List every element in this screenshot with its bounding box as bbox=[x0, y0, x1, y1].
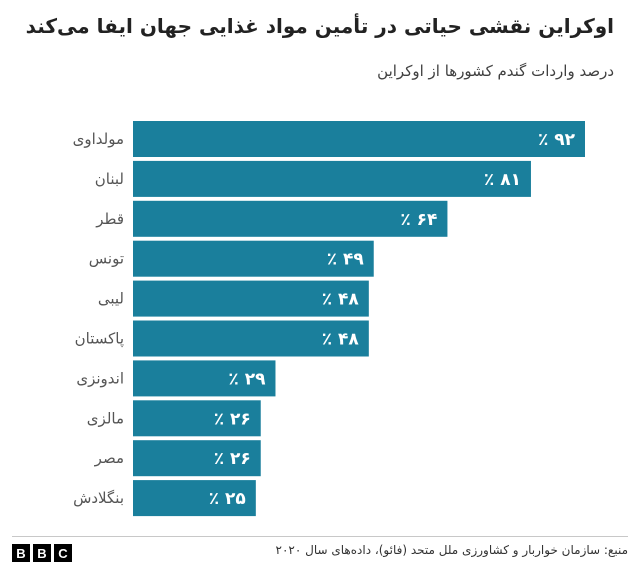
value-label: ٪ ۴۹ bbox=[327, 250, 365, 270]
chart-subtitle: درصد واردات گندم کشورها از اوکراین bbox=[377, 62, 614, 80]
bar-7 bbox=[133, 400, 261, 437]
value-label: ٪ ۲۵ bbox=[209, 489, 246, 509]
bar-5 bbox=[133, 320, 369, 357]
bar-9 bbox=[133, 480, 256, 517]
bars-group: مولداوی ٪ ۹۲ لبنان ٪ ۸۱ قطر ٪ ۶۴ تونس ٪ ۴۹ لیبی ٪… bbox=[73, 121, 585, 517]
category-label: پاکستان bbox=[75, 330, 124, 349]
bbc-logo: B B C bbox=[12, 544, 72, 562]
bar-4 bbox=[133, 280, 369, 317]
source-note: منبع: سازمان خواربار و کشاورزی ملل متحد … bbox=[275, 543, 628, 557]
bar-1 bbox=[133, 160, 531, 197]
category-label: لبنان bbox=[95, 170, 124, 188]
category-label: مصر bbox=[94, 449, 124, 467]
category-label: مالزی bbox=[87, 409, 124, 427]
value-label: ٪ ۶۴ bbox=[400, 210, 437, 230]
category-label: بنگلادش bbox=[73, 489, 124, 507]
value-label: ٪ ۲۹ bbox=[228, 369, 266, 389]
bar-2 bbox=[133, 200, 448, 237]
value-label: ٪ ۲۶ bbox=[214, 449, 251, 469]
value-label: ٪ ۸۱ bbox=[484, 170, 521, 190]
bbc-logo-letter: C bbox=[54, 544, 72, 562]
value-label: ٪ ۲۶ bbox=[214, 409, 251, 429]
bar-0 bbox=[133, 121, 585, 157]
bar-8 bbox=[133, 440, 261, 477]
value-label: ٪ ۴۸ bbox=[322, 330, 360, 350]
category-label: قطر bbox=[95, 210, 124, 228]
chart-title: اوکراین نقشی حیاتی در تأمین مواد غذایی ج… bbox=[25, 14, 614, 38]
category-label: تونس bbox=[89, 250, 124, 268]
value-label: ٪ ۴۸ bbox=[322, 290, 360, 310]
bbc-logo-letter: B bbox=[33, 544, 51, 562]
bar-6 bbox=[133, 360, 276, 397]
category-label: اندونزی bbox=[76, 369, 124, 387]
bar-chart: مولداوی ٪ ۹۲ لبنان ٪ ۸۱ قطر ٪ ۶۴ تونس ٪ ۴۹ لیبی ٪… bbox=[73, 121, 585, 517]
category-label: لیبی bbox=[98, 290, 124, 308]
bbc-logo-letter: B bbox=[12, 544, 30, 562]
category-label: مولداوی bbox=[73, 130, 124, 148]
footer-divider bbox=[12, 536, 628, 537]
bar-3 bbox=[133, 240, 374, 277]
value-label: ٪ ۹۲ bbox=[538, 130, 576, 150]
